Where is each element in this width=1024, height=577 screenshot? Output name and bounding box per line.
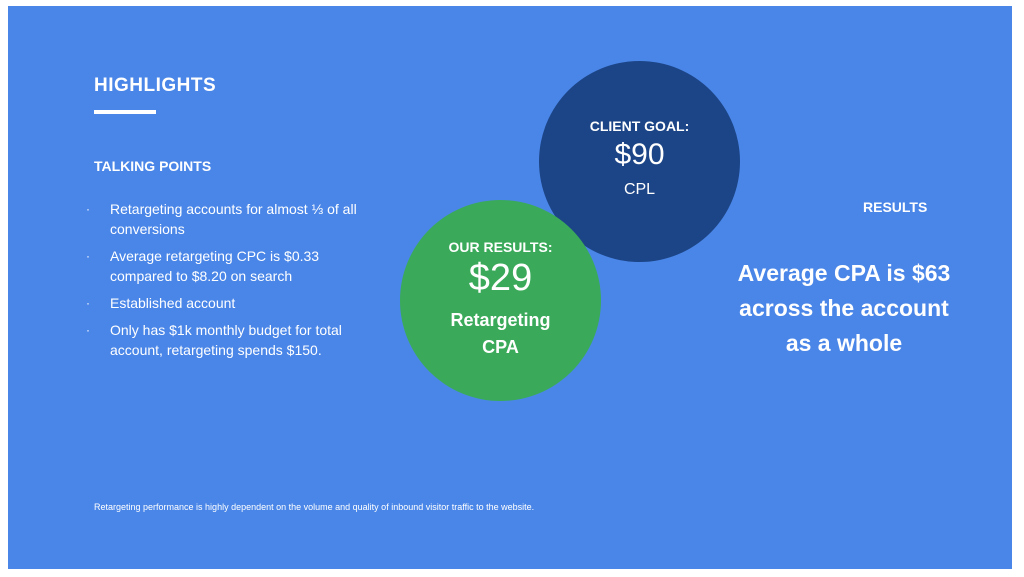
client-goal-unit: CPL — [623, 181, 656, 198]
title-underline — [94, 110, 156, 114]
talking-point-text: Only has $1k monthly budget for total ac… — [110, 322, 342, 358]
bullet-icon: · — [86, 202, 90, 216]
footnote: Retargeting performance is highly depend… — [94, 502, 535, 512]
client-goal-value: $90 — [614, 138, 665, 171]
our-results-value: $29 — [468, 257, 533, 299]
our-results-circle: OUR RESULTS: $29 Retargeting CPA — [400, 200, 601, 401]
talking-point-text: Established account — [110, 295, 236, 311]
results-statement: Average CPA is $63 across the account as… — [737, 260, 951, 356]
client-goal-circle: CLIENT GOAL: $90 CPL — [539, 61, 740, 262]
list-item: · Retargeting accounts for almost ⅓ of a… — [86, 199, 366, 239]
results-heading: RESULTS — [863, 199, 928, 215]
talking-points-heading: TALKING POINTS — [94, 158, 212, 174]
talking-point-text: Average retargeting CPC is $0.33 compare… — [110, 248, 320, 284]
bullet-icon: · — [86, 323, 90, 337]
slide-title: HIGHLIGHTS — [94, 75, 217, 96]
our-results-label: OUR RESULTS: — [448, 239, 553, 255]
bullet-icon: · — [86, 249, 90, 263]
our-results-unit: Retargeting CPA — [450, 310, 551, 357]
list-item: · Established account — [86, 293, 366, 313]
slide: HIGHLIGHTS TALKING POINTS · Retargeting … — [8, 6, 1012, 569]
list-item: · Only has $1k monthly budget for total … — [86, 320, 366, 360]
client-goal-label: CLIENT GOAL: — [589, 118, 690, 134]
list-item: · Average retargeting CPC is $0.33 compa… — [86, 246, 366, 286]
talking-point-text: Retargeting accounts for almost ⅓ of all… — [110, 201, 357, 237]
talking-points-list: · Retargeting accounts for almost ⅓ of a… — [86, 199, 366, 367]
bullet-icon: · — [86, 296, 90, 310]
